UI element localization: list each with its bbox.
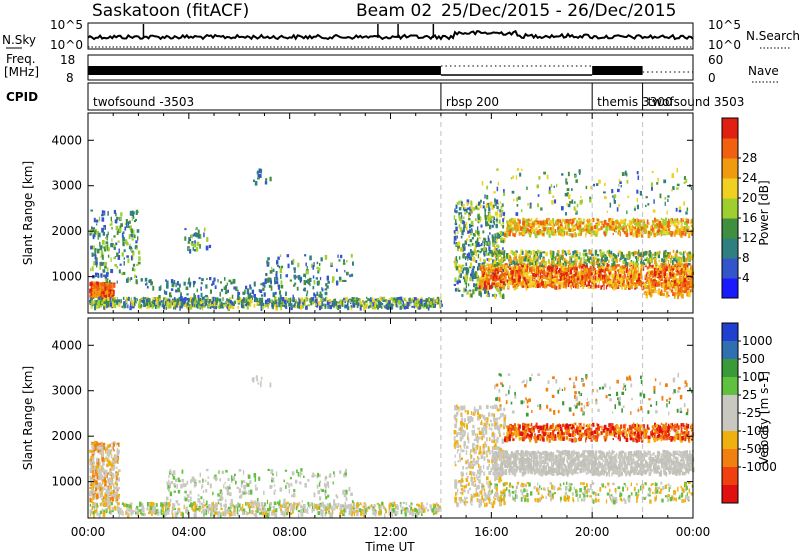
x-tick-label: 00:00: [676, 525, 711, 539]
cpid-segment-label: twofsound -3503: [93, 95, 194, 109]
colorbar-swatch: [722, 218, 738, 239]
x-tick-label: 04:00: [172, 525, 207, 539]
colorbar-tick-label: 100: [742, 370, 765, 384]
colorbar-tick-label: 16: [742, 211, 757, 225]
colorbar-swatch: [722, 278, 738, 299]
velocity-scatter: [89, 372, 695, 518]
beam-label: Beam 02: [356, 1, 432, 21]
date-range: 25/Dec/2015 - 26/Dec/2015: [441, 1, 676, 21]
colorbar-swatch: [722, 118, 738, 139]
nsearch-tick-bottom: 10^0: [708, 38, 741, 52]
colorbar-swatch: [722, 238, 738, 259]
y-tick-label: 1000: [51, 475, 82, 489]
nsky-trace: [87, 24, 694, 48]
cpid-strip: CPID twofsound -3503 rbsp 200 themis 3300t…: [6, 82, 745, 111]
y-tick-label: 3000: [51, 179, 82, 193]
x-tick-label: 16:00: [474, 525, 509, 539]
colorbar-swatch: [722, 413, 738, 432]
colorbar-tick-label: -25: [742, 406, 762, 420]
colorbar-tick-label: 24: [742, 171, 757, 185]
x-tick-label: 08:00: [272, 525, 307, 539]
cpid-segment-label: themis 3300: [597, 95, 672, 109]
colorbar-tick-label: 28: [742, 151, 757, 165]
freq-tick-top: 18: [60, 53, 75, 67]
cpid-segment-label: rbsp 200: [446, 95, 499, 109]
station-title: Saskatoon (fitACF): [92, 1, 249, 21]
nsearch-label: N.Search: [746, 29, 800, 43]
colorbar-swatch: [722, 485, 738, 504]
x-tick-label: 20:00: [575, 525, 610, 539]
nsearch-tick-top: 10^5: [708, 18, 741, 32]
colorbar-swatch: [722, 359, 738, 378]
freq-tick-bottom: 8: [66, 71, 74, 85]
nsky-strip: N.Sky 10^5 10^0 10^5 10^0 N.Search: [2, 18, 800, 52]
velocity-colorbar: 1000 500 100 25 -25 -100 -500 -1000: [721, 322, 777, 504]
colorbar-swatch: [722, 395, 738, 414]
y-tick-label: 1000: [51, 270, 82, 284]
colorbar-tick-label: 4: [742, 271, 750, 285]
velocity-ylabel: Slant Range [km]: [21, 366, 35, 470]
velocity-colorbar-label: Velocity [m s-1]: [757, 371, 771, 465]
colorbar-swatch: [722, 449, 738, 468]
x-tick-label: 12:00: [373, 525, 408, 539]
freq-trace: [88, 65, 693, 76]
colorbar-tick-label: 25: [742, 388, 757, 402]
nave-tick-top: 60: [708, 53, 723, 67]
nave-label: Nave: [748, 64, 779, 78]
colorbar-tick-label: 500: [742, 352, 765, 366]
colorbar-swatch: [722, 377, 738, 396]
y-tick-label: 2000: [51, 429, 82, 443]
power-panel: 1000 2000 3000 4000 Slant Range [km] 4 8 12 16…: [21, 112, 771, 314]
colorbar-swatch: [722, 467, 738, 486]
nsky-tick-bottom: 10^0: [50, 38, 83, 52]
colorbar-swatch: [722, 431, 738, 450]
power-colorbar-label: Power [dB]: [757, 180, 771, 245]
colorbar-tick-label: 20: [742, 191, 757, 205]
colorbar-tick-label: -500: [742, 442, 769, 456]
y-tick-label: 2000: [51, 224, 82, 238]
power-scatter: [89, 167, 695, 311]
colorbar-swatch: [722, 158, 738, 179]
nsky-tick-top: 10^5: [50, 18, 83, 32]
freq-label-line2: [MHz]: [4, 65, 39, 79]
nsky-label: N.Sky: [2, 33, 36, 47]
xaxis-title: Time UT: [364, 540, 415, 554]
colorbar-tick-label: -100: [742, 424, 769, 438]
colorbar-tick-label: 12: [742, 231, 757, 245]
colorbar-swatch: [722, 258, 738, 279]
cpid-segment-label: twofsound 3503: [648, 95, 745, 109]
power-ylabel: Slant Range [km]: [21, 161, 35, 265]
colorbar-swatch: [722, 198, 738, 219]
y-tick-label: 4000: [51, 338, 82, 352]
y-tick-label: 4000: [51, 133, 82, 147]
colorbar-swatch: [722, 323, 738, 342]
y-tick-label: 3000: [51, 384, 82, 398]
colorbar-swatch: [722, 341, 738, 360]
colorbar-swatch: [722, 178, 738, 199]
colorbar-swatch: [722, 138, 738, 159]
colorbar-tick-label: -1000: [742, 460, 777, 474]
colorbar-tick-label: 8: [742, 251, 750, 265]
nave-tick-bottom: 0: [708, 71, 716, 85]
freq-strip: Freq. [MHz] 18 8 60 0 Nave: [4, 52, 779, 85]
x-tick-label: 00:00: [71, 525, 106, 539]
velocity-panel: 1000 2000 3000 4000 Slant Range [km] 1000 50…: [21, 317, 777, 519]
freq-label-line1: Freq.: [6, 52, 36, 66]
power-colorbar: 4 8 12 16 20 24 28: [721, 117, 757, 299]
cpid-label: CPID: [6, 90, 38, 104]
colorbar-tick-label: 1000: [742, 334, 773, 348]
